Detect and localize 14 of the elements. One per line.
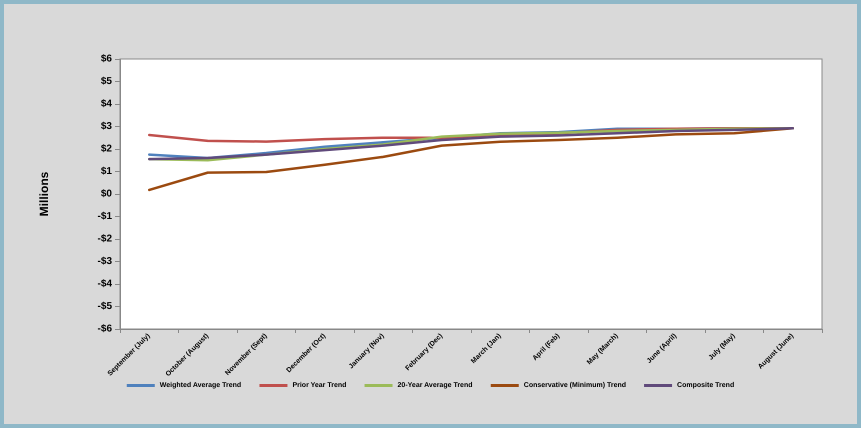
y-tick-label: $5 — [100, 76, 112, 87]
y-tick-label: -$6 — [98, 324, 112, 334]
y-tick-label: -$1 — [98, 211, 112, 222]
y-axis-title: Millions — [37, 171, 51, 216]
y-tick-label: $1 — [100, 166, 112, 177]
y-tick-label: $4 — [100, 98, 112, 110]
y-tick-label: -$4 — [98, 278, 112, 290]
y-tick-label: -$5 — [98, 301, 112, 312]
y-tick-label: -$2 — [98, 234, 112, 244]
y-tick-label: $6 — [100, 54, 112, 64]
y-tick-label: $0 — [100, 188, 112, 200]
y-tick-label: $2 — [100, 144, 112, 154]
y-tick-label: -$3 — [98, 256, 112, 267]
y-tick-label: $3 — [100, 121, 112, 132]
